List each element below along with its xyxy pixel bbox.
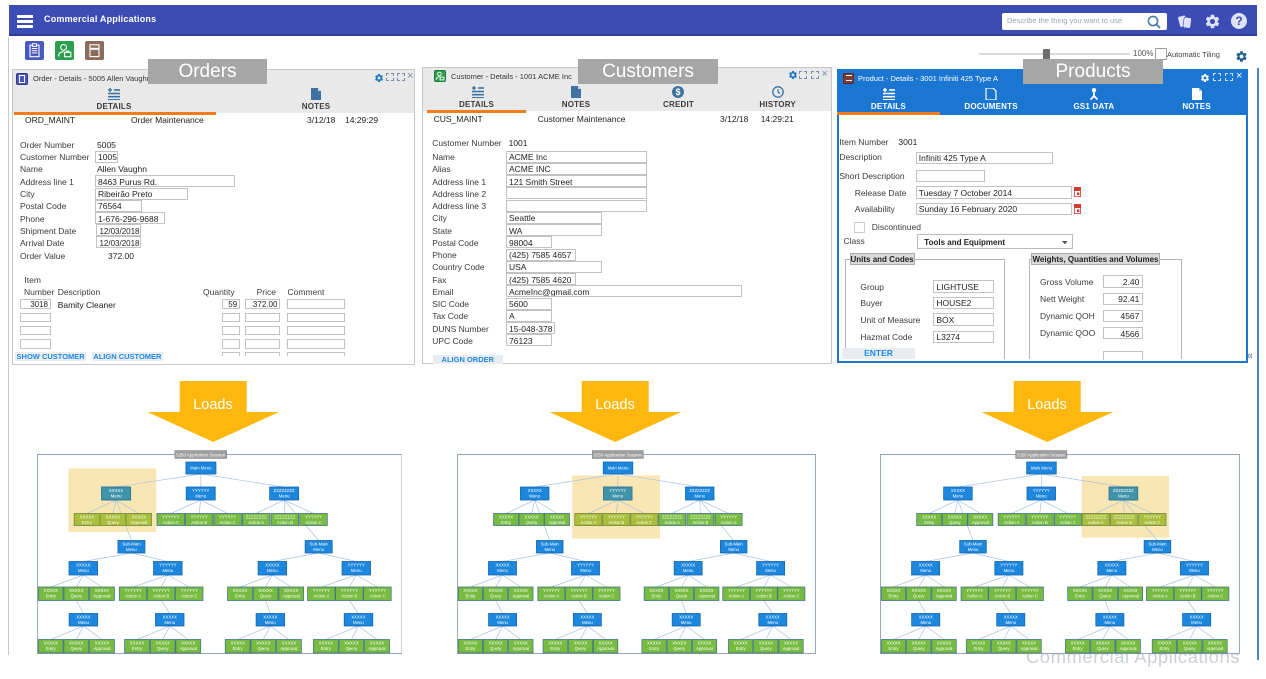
svg-text:YYYYYY: YYYYYY xyxy=(608,514,625,519)
svg-text:XXXXX: XXXXX xyxy=(108,488,122,493)
svg-text:Menu: Menu xyxy=(1118,493,1129,498)
svg-text:YYYYYY: YYYYYY xyxy=(580,514,597,519)
svg-text:Action C: Action C xyxy=(636,520,652,525)
svg-text:Approval: Approval xyxy=(130,520,147,525)
svg-text:Menu: Menu xyxy=(110,493,121,498)
svg-text:XXXXX: XXXXX xyxy=(105,515,119,520)
svg-text:ZZZZZZZZ: ZZZZZZZZ xyxy=(1085,514,1106,519)
svg-text:ZZZZZZZZ: ZZZZZZZZ xyxy=(1113,488,1134,493)
svg-text:Entry: Entry xyxy=(81,520,92,525)
svg-text:Action C: Action C xyxy=(1144,520,1160,525)
svg-text:Action A: Action A xyxy=(581,520,597,525)
svg-text:Loads: Loads xyxy=(193,397,233,413)
svg-text:Action A: Action A xyxy=(1088,520,1104,525)
svg-text:ZZZZZZZZ: ZZZZZZZZ xyxy=(1113,514,1134,519)
svg-text:Loads: Loads xyxy=(1027,397,1067,413)
svg-text:XXXXX: XXXXX xyxy=(131,515,145,520)
svg-text:Loads: Loads xyxy=(595,397,635,413)
svg-text:Action B: Action B xyxy=(608,520,624,525)
svg-text:Action B: Action B xyxy=(1116,520,1132,525)
svg-text:Query: Query xyxy=(107,520,120,525)
svg-text:XXXXX: XXXXX xyxy=(79,515,93,520)
svg-text:YYYYYY: YYYYYY xyxy=(609,488,626,493)
svg-text:YYYYYY: YYYYYY xyxy=(1143,514,1160,519)
svg-text:Menu: Menu xyxy=(613,493,624,498)
svg-text:YYYYYY: YYYYYY xyxy=(636,514,653,519)
